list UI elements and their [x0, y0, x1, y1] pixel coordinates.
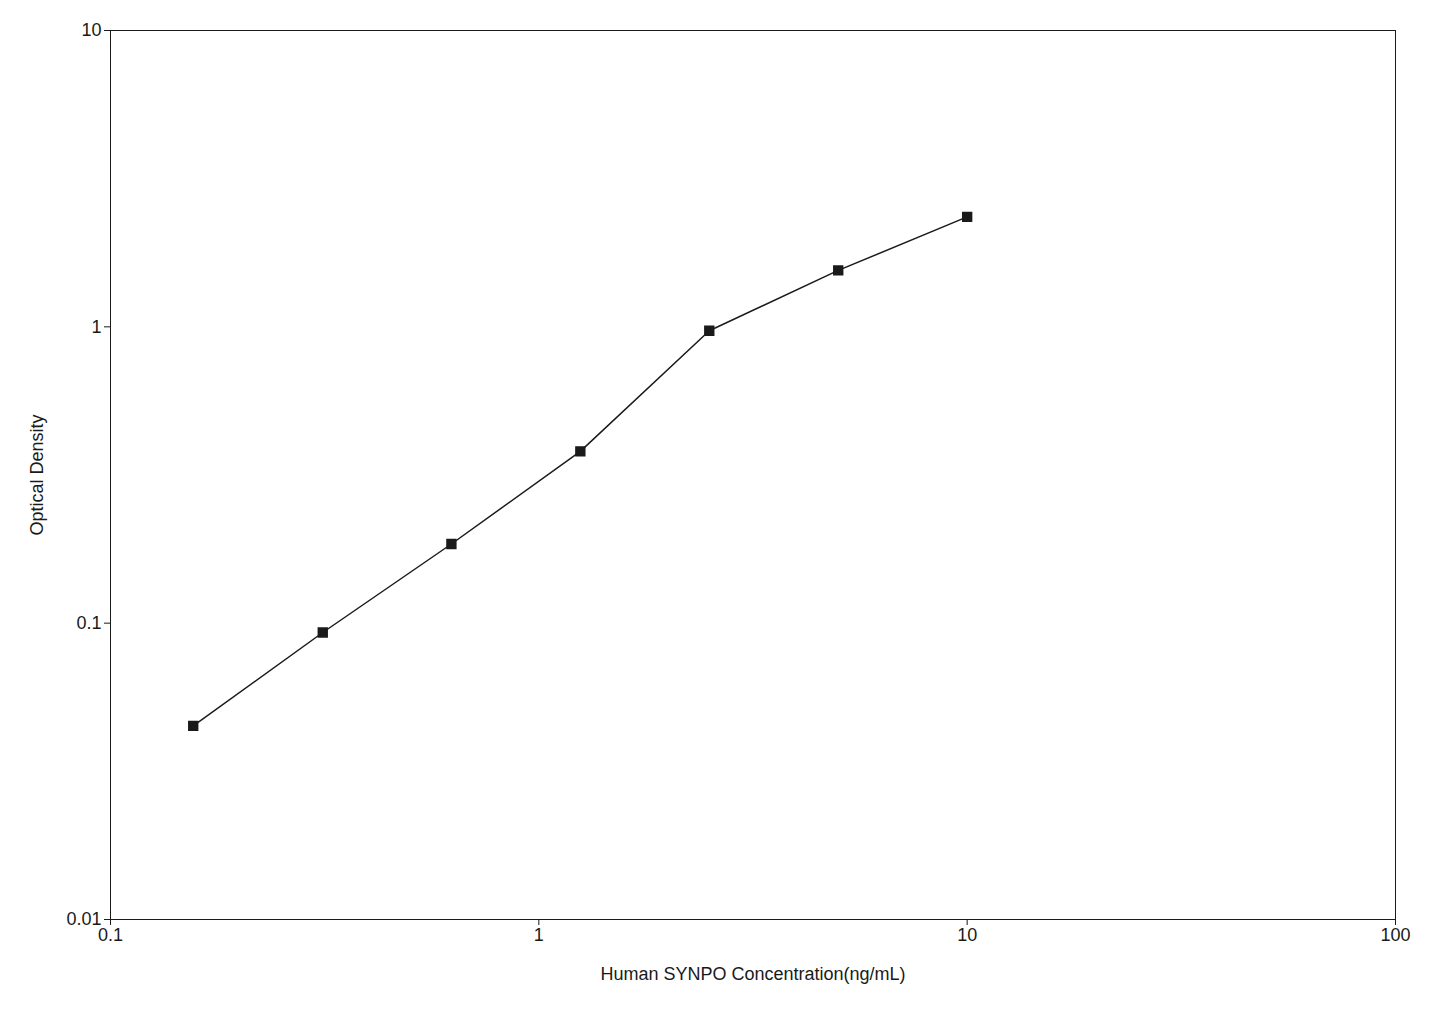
svg-text:0.1: 0.1 [98, 925, 123, 945]
svg-text:10: 10 [81, 20, 101, 40]
svg-text:Optical Density: Optical Density [27, 414, 47, 535]
svg-text:0.1: 0.1 [76, 613, 101, 633]
svg-text:100: 100 [1380, 925, 1410, 945]
svg-text:Human SYNPO Concentration(ng/m: Human SYNPO Concentration(ng/mL) [600, 964, 905, 984]
svg-text:10: 10 [957, 925, 977, 945]
svg-text:0.01: 0.01 [66, 909, 101, 929]
svg-text:1: 1 [91, 317, 101, 337]
svg-text:1: 1 [534, 925, 544, 945]
